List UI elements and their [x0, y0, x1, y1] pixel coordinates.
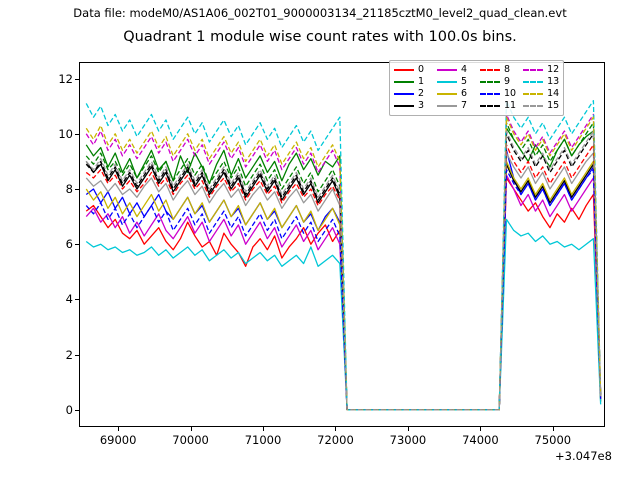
x-tick-mark: [407, 427, 409, 431]
legend-label-15: 15: [547, 100, 560, 111]
legend-swatch-10: [480, 93, 500, 95]
x-tick-label: 71000: [244, 433, 282, 447]
legend-swatch-12: [523, 69, 544, 71]
x-tick-mark: [552, 427, 554, 431]
chart-title: Quadrant 1 module wise count rates with …: [123, 29, 517, 45]
legend-label-6: 6: [461, 88, 468, 99]
series-line-15: [85, 130, 602, 411]
y-tick-label: 8: [65, 182, 73, 196]
series-line-13: [85, 100, 602, 411]
y-tick-label: 10: [58, 126, 73, 141]
legend-swatch-7: [437, 105, 457, 107]
x-axis-offset-label: +3.047e8: [555, 449, 612, 463]
x-tick-mark: [263, 427, 265, 431]
legend-label-4: 4: [461, 64, 468, 75]
legend-entry-10[interactable]: 10: [480, 88, 516, 100]
legend-entry-9[interactable]: 9: [480, 76, 516, 88]
data-file-label: Data file: modeM0/AS1A06_002T01_90000031…: [73, 6, 567, 20]
legend-entry-8[interactable]: 8: [480, 64, 516, 76]
x-tick-mark: [118, 427, 120, 431]
legend-label-12: 12: [547, 64, 560, 75]
legend-entry-3[interactable]: 3: [394, 100, 430, 112]
legend-label-1: 1: [418, 76, 425, 87]
series-line-10: [85, 169, 602, 411]
legend-swatch-0: [394, 69, 414, 71]
legend-swatch-9: [480, 81, 500, 83]
plot-area: [79, 62, 605, 427]
legend-label-5: 5: [461, 76, 468, 87]
legend-swatch-3: [394, 105, 414, 107]
legend-label-7: 7: [461, 100, 468, 111]
x-tick-label: 69000: [99, 433, 137, 447]
legend-entry-11[interactable]: 11: [480, 100, 516, 112]
legend-label-13: 13: [547, 76, 560, 87]
legend-label-8: 8: [504, 64, 511, 75]
legend-swatch-8: [480, 69, 500, 71]
line-chart-svg: [85, 100, 602, 411]
y-tick-label: 12: [58, 71, 73, 86]
legend-swatch-14: [523, 93, 544, 95]
legend-entry-1[interactable]: 1: [394, 76, 430, 88]
x-tick-mark: [190, 427, 192, 431]
legend-swatch-2: [394, 93, 414, 95]
legend-entry-14[interactable]: 14: [523, 88, 559, 100]
legend[interactable]: 0 4 8 12 1 5 9 13 2 6 10 14 3 7 11 15: [389, 60, 565, 116]
x-tick-label: 74000: [462, 433, 499, 447]
legend-entry-7[interactable]: 7: [437, 100, 473, 112]
legend-swatch-15: [523, 105, 544, 107]
y-tick-label: 0: [65, 402, 73, 417]
legend-swatch-11: [480, 105, 500, 107]
series-line-14: [85, 116, 602, 411]
x-tick-mark: [335, 427, 337, 431]
x-tick-label: 70000: [172, 433, 209, 447]
legend-label-10: 10: [504, 88, 517, 99]
legend-swatch-13: [523, 81, 544, 83]
y-tick-label: 6: [65, 237, 73, 252]
series-lines-group: [85, 100, 602, 411]
legend-entry-15[interactable]: 15: [523, 100, 559, 112]
y-tick-label: 4: [65, 292, 73, 307]
series-line-8: [85, 144, 602, 411]
legend-swatch-5: [437, 81, 457, 83]
y-tick-labels: 0 2 4 6 8 10 12: [0, 0, 73, 480]
legend-entry-4[interactable]: 4: [437, 64, 473, 76]
y-tick-label: 2: [65, 347, 73, 362]
legend-entry-13[interactable]: 13: [523, 76, 559, 88]
legend-grid: 0 4 8 12 1 5 9 13 2 6 10 14 3 7 11 15: [394, 64, 559, 112]
legend-label-11: 11: [504, 100, 517, 111]
legend-entry-12[interactable]: 12: [523, 64, 559, 76]
legend-label-2: 2: [418, 88, 425, 99]
legend-swatch-1: [394, 81, 414, 83]
legend-swatch-6: [437, 93, 457, 95]
x-tick-mark: [480, 427, 482, 431]
legend-label-3: 3: [418, 100, 425, 111]
x-tick-label: 73000: [389, 433, 427, 447]
series-line-9: [85, 122, 602, 411]
legend-entry-6[interactable]: 6: [437, 88, 473, 100]
x-tick-label: 75000: [534, 433, 572, 447]
legend-entry-5[interactable]: 5: [437, 76, 473, 88]
legend-entry-0[interactable]: 0: [394, 64, 430, 76]
legend-swatch-4: [437, 69, 457, 71]
x-tick-label: 72000: [317, 433, 354, 447]
legend-label-14: 14: [547, 88, 560, 99]
legend-entry-2[interactable]: 2: [394, 88, 430, 100]
legend-label-9: 9: [504, 76, 511, 87]
series-line-12: [85, 113, 602, 411]
legend-label-0: 0: [418, 64, 425, 75]
